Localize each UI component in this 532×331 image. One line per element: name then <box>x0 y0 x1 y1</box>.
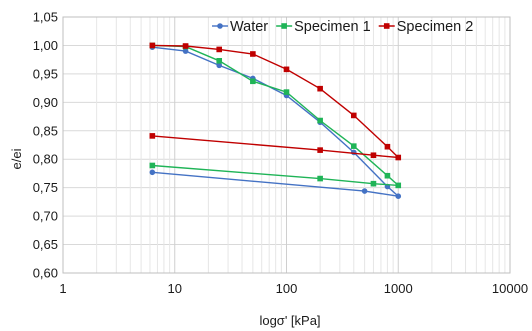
x-axis-label: logσ' [kPa] <box>259 313 320 328</box>
data-point-water <box>395 193 402 199</box>
data-point-specimen-2 <box>370 152 377 159</box>
x-tick-label: 1 <box>59 281 66 296</box>
data-point-specimen-2 <box>216 46 223 53</box>
data-point-specimen-2 <box>250 51 256 57</box>
data-point-specimen-1 <box>250 78 256 85</box>
data-point-specimen-1 <box>395 182 402 189</box>
data-point-specimen-1 <box>283 89 290 95</box>
legend-item-specimen-2: Specimen 2 <box>378 19 474 35</box>
data-point-specimen-2 <box>149 42 156 49</box>
legend-label: Water <box>230 19 268 35</box>
data-point-specimen-2 <box>182 43 189 49</box>
grid <box>62 16 510 274</box>
data-point-specimen-1 <box>149 162 156 169</box>
data-point-water <box>182 48 189 54</box>
series-line-specimen-2 <box>152 44 401 159</box>
y-axis-label: e/ei <box>9 148 24 169</box>
data-point-specimen-1 <box>317 117 323 124</box>
data-point-specimen-2 <box>395 154 402 161</box>
legend-label: Specimen 1 <box>294 19 371 35</box>
plot-area-frame <box>62 16 511 274</box>
data-point-water <box>361 188 368 194</box>
legend-swatch-marker <box>217 23 223 29</box>
legend-swatch-marker <box>281 23 287 29</box>
legend-item-specimen-1: Specimen 1 <box>276 19 371 35</box>
y-tick-label: 0,80 <box>33 152 58 167</box>
data-point-specimen-2 <box>384 143 391 150</box>
series-layer <box>149 42 402 199</box>
series-specimen-2 <box>149 42 402 161</box>
y-tick-label: 0,65 <box>33 237 58 252</box>
data-point-specimen-1 <box>384 172 391 179</box>
data-point-water <box>149 169 156 176</box>
y-tick-label: 1,05 <box>33 10 58 25</box>
legend-swatch-marker <box>383 23 390 29</box>
legend: Water Specimen 1 Specimen 2 <box>212 19 473 35</box>
y-tick-label: 1,00 <box>33 38 58 53</box>
y-tick-label: 0,85 <box>33 123 58 138</box>
x-axis-ticks: 1 10 100 1000 10000 <box>59 281 528 296</box>
data-point-water <box>350 149 357 156</box>
data-point-specimen-2 <box>317 85 323 92</box>
x-tick-label: 1000 <box>384 281 413 296</box>
data-point-specimen-2 <box>350 112 357 119</box>
x-tick-label: 100 <box>276 281 298 296</box>
data-point-specimen-1 <box>317 175 323 182</box>
data-point-specimen-2 <box>317 147 323 153</box>
y-tick-label: 0,70 <box>33 209 58 224</box>
x-tick-label: 10 <box>168 281 182 296</box>
data-point-specimen-1 <box>350 143 357 149</box>
legend-item-water: Water <box>212 19 268 35</box>
data-point-specimen-1 <box>216 58 223 64</box>
y-axis-ticks: 0,60 0,65 0,70 0,75 0,80 0,85 0,90 0,95 1,00 1,05 <box>33 10 58 281</box>
data-point-specimen-2 <box>149 133 156 139</box>
data-point-specimen-1 <box>370 180 377 187</box>
y-tick-label: 0,75 <box>33 180 58 195</box>
y-tick-label: 0,95 <box>33 66 58 81</box>
data-point-specimen-2 <box>283 66 290 73</box>
series-line-specimen-1 <box>152 44 401 187</box>
legend-label: Specimen 2 <box>397 19 474 35</box>
y-tick-label: 0,60 <box>33 266 58 281</box>
data-point-water <box>216 62 223 69</box>
x-tick-label: 10000 <box>492 281 528 296</box>
y-tick-label: 0,90 <box>33 95 58 110</box>
